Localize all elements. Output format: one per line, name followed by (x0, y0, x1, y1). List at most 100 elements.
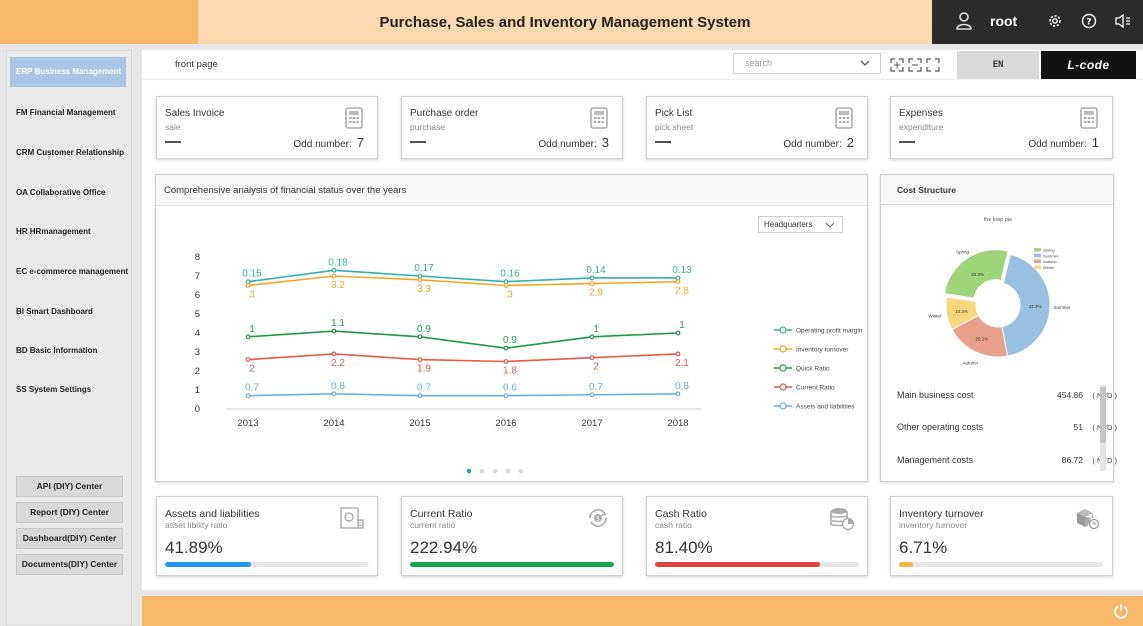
current-ratio-card[interactable]: Current Ratio current ratio 222.94% $ (401, 496, 623, 576)
legend-label: Quick Ratio (796, 366, 830, 373)
calculator-icon (1080, 107, 1098, 129)
legend-label: Operating profit margin (796, 328, 863, 335)
slice-label: 10.3% (955, 309, 968, 314)
data-point (675, 275, 681, 281)
gear-icon[interactable] (1047, 13, 1063, 29)
y-tick-label: 5 (195, 309, 200, 320)
data-point (503, 345, 509, 351)
lcode-button[interactable]: L-code (1041, 51, 1136, 79)
headquarters-select[interactable]: Headquarters (758, 216, 843, 233)
data-label: 0.8 (675, 381, 689, 392)
card-title: Inventory turnover (899, 508, 984, 520)
dash-mark (410, 141, 426, 143)
odd-value: 3 (601, 135, 609, 150)
data-point (675, 330, 681, 336)
purchase-order-card[interactable]: Purchase order purchase Odd number: 3 (401, 96, 623, 159)
slice-name: Winter (928, 314, 942, 319)
data-point (675, 351, 681, 357)
pager-dot (518, 468, 524, 474)
app-title: Purchase, Sales and Inventory Management… (379, 13, 751, 31)
data-label: 1.9 (417, 364, 431, 375)
user-icon[interactable] (956, 12, 972, 30)
sidebar-item-ss[interactable]: SS System Settings (16, 385, 92, 394)
username[interactable]: root (990, 13, 1018, 29)
data-label: 2.8 (675, 286, 689, 297)
scrollbar-thumb[interactable] (1100, 387, 1106, 443)
fullscreen-icon[interactable] (890, 58, 904, 72)
sales-invoice-card[interactable]: Sales Invoice sale Odd number: 7 (156, 96, 378, 159)
data-point (331, 328, 337, 334)
dashboard-center-button[interactable]: Dashboard(DIY) Center (16, 528, 123, 549)
assets-liabilities-card[interactable]: Assets and liabilities asset libility ra… (156, 496, 378, 576)
cost-list-scrollbar[interactable] (1100, 385, 1106, 471)
cost-row-other-operating: Other operating costs 51 ( NTD ) (897, 422, 1117, 436)
pie-title: the loop pie (984, 217, 1012, 223)
search-input[interactable]: search (733, 53, 881, 74)
data-label: 0.15 (242, 269, 262, 280)
pager-dot (479, 468, 485, 474)
expenses-card[interactable]: Expenses expenditure Odd number: 1 (890, 96, 1113, 159)
kpi-progress-bar (655, 562, 859, 567)
header-left-bar (0, 0, 198, 44)
sidebar-item-fm[interactable]: FM Financial Management (16, 108, 116, 117)
series-line (247, 330, 679, 350)
card-title: Expenses (899, 108, 943, 119)
sidebar-item-bi[interactable]: BI Smart Dashboard (16, 307, 93, 316)
sidebar-item-bd[interactable]: BD Basic Information (16, 346, 98, 355)
pager-dot (466, 468, 472, 474)
sidebar-item-ec[interactable]: EC e-commerce management (16, 267, 129, 276)
slice-label: 43.3% (1029, 304, 1042, 309)
card-title: Cash Ratio (655, 508, 707, 520)
data-point (589, 334, 595, 340)
data-label: 1 (679, 320, 685, 331)
power-icon[interactable] (1113, 603, 1129, 619)
odd-number: Odd number: 2 (783, 135, 854, 150)
pie-slice (945, 296, 980, 331)
kpi-progress-bar (899, 562, 1103, 567)
odd-label: Odd number: (783, 139, 842, 150)
sidebar-item-erp[interactable]: ERP Business Management (10, 57, 126, 87)
data-label: 0.16 (500, 269, 520, 280)
data-label: 2.2 (331, 358, 345, 369)
data-label: 3 (507, 290, 513, 301)
kpi-percent: 41.89% (165, 538, 223, 557)
data-point (589, 281, 595, 286)
panel-title: Cost Structure (881, 175, 1113, 205)
chevron-down-icon (825, 222, 835, 228)
box-icon (1077, 509, 1100, 530)
slice-name: Summer (1053, 305, 1071, 310)
toolbar: front page search EN L-code (142, 50, 1143, 80)
y-tick-label: 1 (195, 385, 200, 396)
language-button[interactable]: EN (957, 51, 1039, 79)
pie-legend-label: Autumn (1043, 259, 1057, 264)
help-icon[interactable]: ? (1081, 13, 1097, 29)
legend-label: Current Ratio (796, 385, 835, 392)
api-center-button[interactable]: API (DIY) Center (16, 476, 123, 497)
shrink-icon[interactable] (908, 58, 922, 72)
card-title: Current Ratio (410, 508, 473, 520)
data-point (675, 279, 681, 285)
financial-line-chart: 0 1 2 3 4 5 6 7 8 2013 2014 2015 2016 2017 2018 0.15 0.1… (195, 252, 863, 474)
inventory-turnover-card[interactable]: Inventory turnover inventory turnover 6.… (890, 496, 1113, 576)
legend-label: Assets and liabilities (796, 404, 855, 411)
data-label: 0.14 (586, 265, 606, 276)
documents-center-button[interactable]: Documents(DIY) Center (16, 554, 123, 575)
pick-list-card[interactable]: Pick List pick sheet Odd number: 2 (646, 96, 868, 159)
legend-marker (779, 326, 787, 334)
sidebar-item-crm[interactable]: CRM Customer Relationship (16, 148, 125, 157)
card-title: Assets and liabilities (165, 508, 260, 520)
sidebar-item-hr[interactable]: HR HRmanagement (16, 227, 91, 236)
series-line (247, 392, 679, 397)
data-label: 0.7 (589, 382, 603, 393)
expand-icon[interactable] (926, 58, 940, 72)
pager-dot (505, 468, 511, 474)
card-subtitle: current ratio (410, 520, 456, 530)
sidebar-item-oa[interactable]: OA Collaborative Office (16, 188, 106, 197)
speaker-icon[interactable] (1114, 13, 1132, 29)
odd-number: Odd number: 1 (1028, 135, 1099, 150)
data-point (245, 279, 251, 285)
report-center-button[interactable]: Report (DIY) Center (16, 502, 123, 523)
cash-ratio-card[interactable]: Cash Ratio cash ratio 81.40% (646, 496, 868, 576)
breadcrumb[interactable]: front page (175, 59, 218, 70)
data-label: 2 (593, 362, 599, 373)
